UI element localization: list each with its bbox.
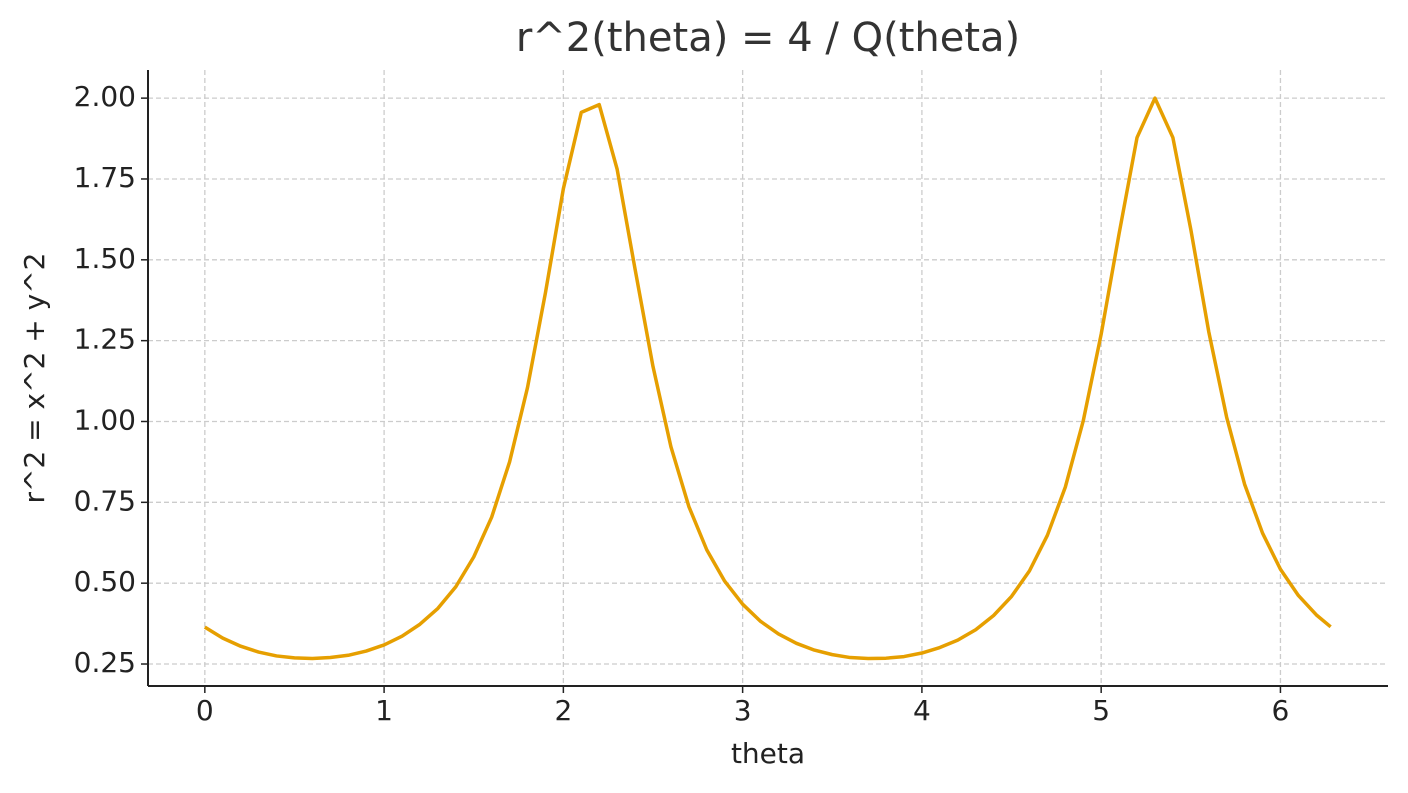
y-tick-label: 0.50: [74, 565, 136, 598]
y-tick-label: 1.75: [74, 161, 136, 194]
y-axis-label: r^2 = x^2 + y^2: [18, 252, 51, 503]
y-tick-label: 0.25: [74, 646, 136, 679]
y-tick-label: 1.25: [74, 323, 136, 356]
y-tick-label: 1.50: [74, 242, 136, 275]
y-tick-label: 0.75: [74, 484, 136, 517]
x-tick-label: 0: [196, 694, 214, 727]
line-series: [203, 96, 1332, 661]
x-tick-label: 1: [375, 694, 393, 727]
x-axis-label: theta: [731, 737, 805, 770]
x-tick-label: 6: [1272, 694, 1290, 727]
x-tick-label: 4: [913, 694, 931, 727]
x-tick-label: 5: [1092, 694, 1110, 727]
chart-title: r^2(theta) = 4 / Q(theta): [516, 15, 1020, 61]
x-tick-label: 3: [734, 694, 752, 727]
y-tick-label: 1.00: [74, 403, 136, 436]
x-tick-label: 2: [554, 694, 572, 727]
y-tick-label: 2.00: [74, 80, 136, 113]
